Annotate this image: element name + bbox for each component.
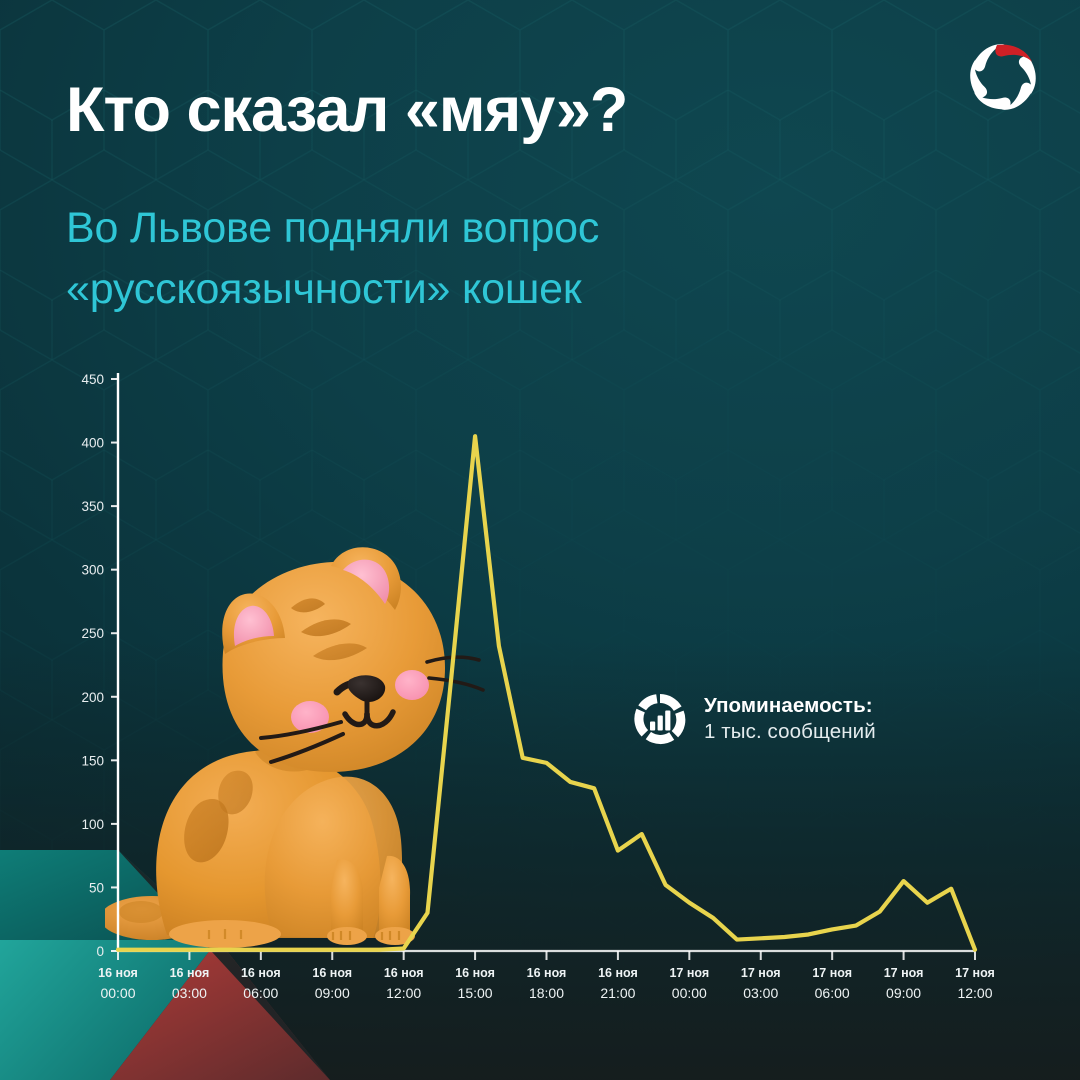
x-tick-time: 06:00 [815,985,850,1001]
page-subtitle-line1: Во Львове подняли вопрос [66,204,600,252]
page-subtitle: Во Львове подняли вопрос «русскоязычност… [66,198,599,320]
x-tick-time: 12:00 [957,985,992,1001]
orange-cat-3d-illustration [100,540,495,955]
x-tick-time: 15:00 [458,985,493,1001]
x-tick-date: 17 ноя [955,966,995,980]
x-tick-date: 16 ноя [384,966,424,980]
mentions-donut-bar-icon [634,694,686,745]
x-tick-date: 16 ноя [598,966,638,980]
x-tick-date: 16 ноя [241,966,281,980]
x-tick-time: 09:00 [886,985,921,1001]
x-tick-date: 17 ноя [669,966,709,980]
x-tick-date: 16 ноя [98,966,138,980]
x-tick-date: 17 ноя [884,966,924,980]
legend-mentions: Упоминаемость: 1 тыс. сообщений [633,692,876,746]
x-tick-time: 03:00 [172,985,207,1001]
series-line-mentions [115,434,978,952]
page-title: Кто сказал «мяу»? [66,75,628,145]
x-tick-time: 12:00 [386,985,421,1001]
y-tick-label: 100 [81,817,104,832]
y-tick-label: 250 [81,626,104,641]
x-tick-time: 00:00 [100,985,135,1001]
y-tick-label: 450 [81,372,104,387]
legend-subtitle: 1 тыс. сообщений [704,720,876,743]
y-tick-label: 300 [81,563,104,578]
x-tick-time: 21:00 [600,985,635,1001]
x-tick-time: 06:00 [243,985,278,1001]
y-tick-label: 350 [81,499,104,514]
x-tick-time: 03:00 [743,985,778,1001]
shutter-pinwheel-logo[interactable] [953,27,1053,127]
y-tick-label: 50 [89,880,104,895]
x-tick-time: 09:00 [315,985,350,1001]
y-tick-label: 150 [81,753,104,768]
x-tick-date: 17 ноя [812,966,852,980]
x-tick-date: 16 ноя [312,966,352,980]
x-tick-time: 00:00 [672,985,707,1001]
legend-title: Упоминаемость: [704,694,873,718]
y-tick-label: 200 [81,690,104,705]
x-tick-time: 18:00 [529,985,564,1001]
x-tick-date: 16 ноя [527,966,567,980]
x-tick-date: 17 ноя [741,966,781,980]
y-tick-label: 0 [96,944,104,959]
page-subtitle-line2: «русскоязычности» кошек [66,265,582,314]
x-tick-date: 16 ноя [170,966,210,980]
legend-text-block: Упоминаемость: 1 тыс. сообщений [704,693,876,745]
y-tick-label: 400 [81,436,104,451]
x-tick-date: 16 ноя [455,966,495,980]
